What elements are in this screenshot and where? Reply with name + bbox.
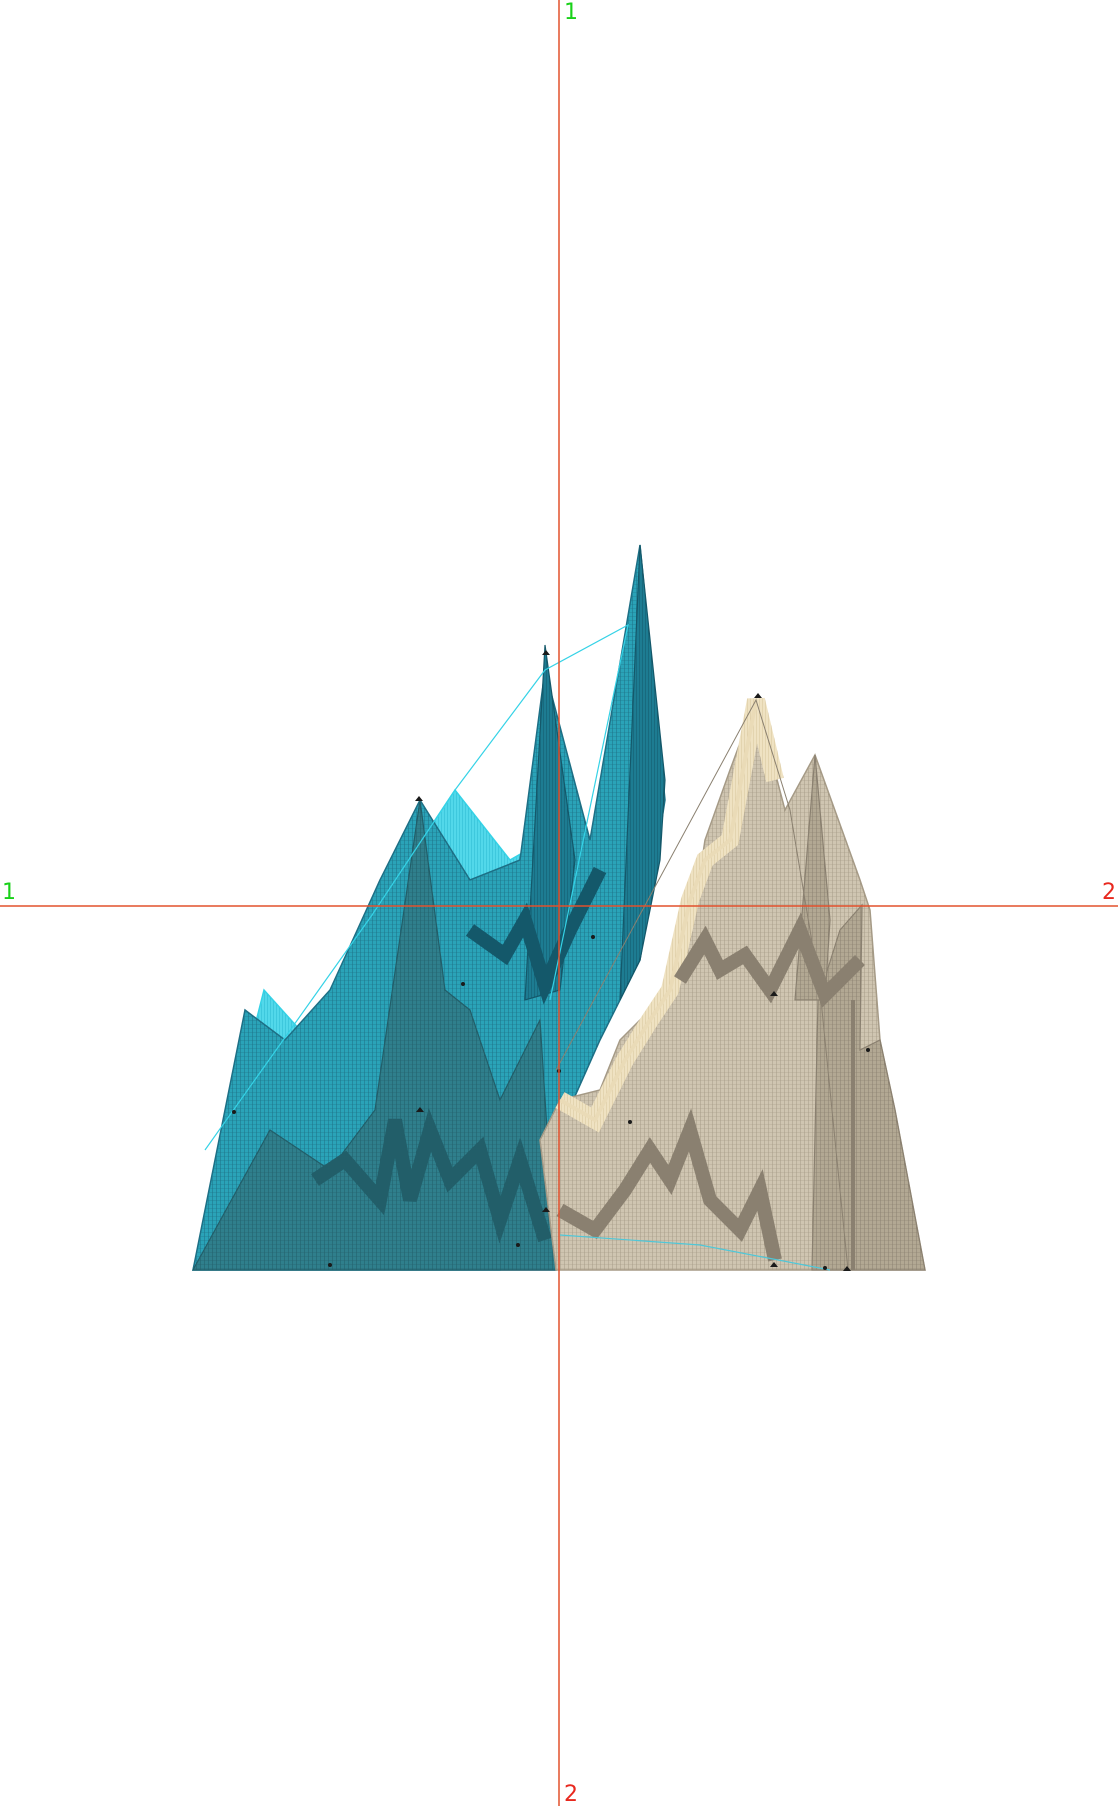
marker <box>542 1207 550 1212</box>
needle-markers <box>232 650 870 1271</box>
sand-zigzag-lower <box>556 1108 782 1262</box>
marker <box>628 1120 632 1124</box>
slate-lower-band <box>191 799 557 1271</box>
marker <box>328 1263 332 1267</box>
teal-zigzag-lower <box>311 1108 552 1244</box>
teal-dark-spire <box>619 544 666 1001</box>
marker <box>866 1048 870 1052</box>
marker <box>461 982 465 986</box>
marker <box>823 1266 827 1270</box>
cyan-link-bottom <box>559 1234 831 1271</box>
sand-design-section <box>539 697 926 1271</box>
marker <box>415 796 423 801</box>
teal-design-section <box>191 544 666 1271</box>
marker <box>770 991 778 996</box>
marker <box>591 935 595 939</box>
vertical-axis-top-label: 1 <box>564 0 578 25</box>
sand-jump-stitches <box>555 698 849 1271</box>
teal-jump-stitches <box>204 623 629 1151</box>
horizontal-axis-right-label: 2 <box>1102 880 1116 905</box>
vertical-axis-bottom-label: 2 <box>564 1782 578 1807</box>
marker <box>232 1110 236 1114</box>
marker <box>542 650 550 655</box>
cream-zigzag-edge <box>559 699 758 1123</box>
marker <box>770 1262 778 1267</box>
marker <box>416 1107 424 1112</box>
marker <box>754 693 762 698</box>
horizontal-axis-left-label: 1 <box>2 880 16 905</box>
marker <box>843 1266 851 1271</box>
marker <box>516 1243 520 1247</box>
sand-zigzag-upper <box>674 912 865 1008</box>
teal-zigzag-upper <box>465 866 607 1005</box>
